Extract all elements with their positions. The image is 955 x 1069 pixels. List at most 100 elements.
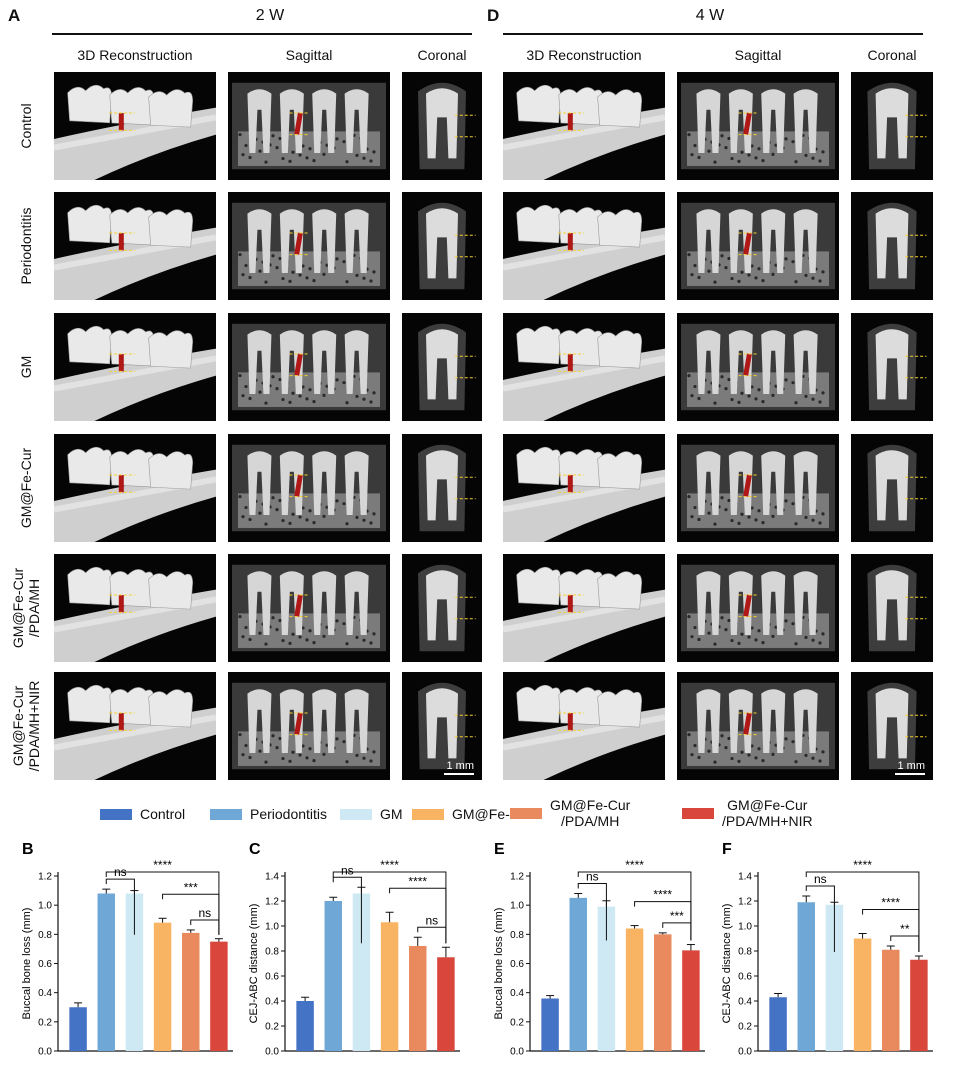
bar-2 (352, 893, 371, 1051)
chart-F: F CEJ-ABC distance (mm) 0.0 0.2 0.4 0.6 0.8 1.0… (721, 841, 933, 1058)
y-tick-label: 1.0 (38, 901, 52, 912)
y-tick-label: 1.4 (738, 872, 752, 883)
chart-C: C CEJ-ABC distance (mm) 0.0 0.2 0.4 0.6 0.8 1.0… (248, 841, 460, 1058)
micro-ct-image-cor-r2-c2 (402, 313, 482, 421)
row-label-line: GM@Fe-Cur (18, 447, 34, 529)
legend-item-1: Periodontitis (210, 806, 327, 822)
micro-ct-image-3d-r2-c3 (503, 313, 665, 421)
significance-label: *** (670, 909, 684, 923)
scale-bar-label: 1 mm (897, 760, 926, 772)
y-tick-label: 0.2 (510, 1017, 524, 1028)
legend-label: GM@Fe-Cur/PDA/MH (550, 797, 630, 829)
scale-bar (895, 773, 925, 775)
y-tick-label: 0.8 (38, 930, 52, 941)
micro-ct-image-3d-r5-c3 (503, 672, 665, 780)
y-tick-label: 0.2 (738, 1022, 752, 1033)
significance-label: **** (853, 858, 872, 872)
y-tick-label: 1.2 (510, 872, 524, 883)
micro-ct-image-cor-r0-c5 (851, 72, 933, 180)
micro-ct-image-3d-r2-c0 (54, 313, 216, 421)
legend-swatch (682, 807, 714, 819)
micro-ct-image-sag-r3-c1 (228, 434, 390, 542)
significance-label: **** (881, 896, 900, 910)
row-label-2: GM (18, 308, 34, 426)
panel-letter-d: D (487, 6, 500, 25)
y-tick-label: 0.0 (510, 1047, 524, 1058)
legend-swatch (510, 807, 542, 819)
y-tick-label: 0.6 (510, 959, 524, 970)
micro-ct-image-cor-r5-c5: 1 mm (851, 672, 933, 780)
row-label-line: GM@Fe-Cur (10, 567, 26, 649)
scale-bar-label: 1 mm (446, 760, 475, 772)
legend-item-2: GM (340, 806, 403, 822)
bar-2 (597, 906, 616, 1051)
y-tick-label: 0.0 (38, 1047, 52, 1058)
bar-5 (437, 957, 455, 1051)
y-tick-label: 0.8 (265, 947, 279, 958)
panel-letter: F (722, 841, 732, 858)
legend-label: Control (140, 806, 185, 822)
legend-item-4: GM@Fe-Cur/PDA/MH (510, 797, 630, 829)
significance-bracket (389, 887, 447, 944)
significance-label: **** (380, 858, 399, 872)
significance-bracket (190, 919, 220, 935)
y-tick-label: 0.4 (265, 997, 279, 1008)
micro-ct-image-3d-r1-c0 (54, 192, 216, 300)
micro-ct-image-sag-r0-c1 (228, 72, 390, 180)
significance-label: **** (153, 858, 172, 872)
micro-ct-image-sag-r5-c4 (677, 672, 839, 780)
bar-0 (541, 998, 559, 1051)
micro-ct-image-cor-r3-c2 (402, 434, 482, 542)
significance-bracket (890, 935, 920, 952)
bar-3 (380, 922, 399, 1051)
row-label-line: Periodontitis (18, 207, 34, 285)
significance-bracket (332, 876, 362, 944)
micro-ct-image-3d-r4-c0 (54, 554, 216, 662)
significance-label: ns (425, 913, 438, 927)
legend-label-line: GM@Fe-Cur (727, 797, 808, 813)
bar-5 (682, 950, 700, 1051)
y-tick-label: 0.8 (738, 947, 752, 958)
scale-bar (444, 773, 474, 775)
bar-2 (125, 893, 144, 1051)
micro-ct-image-sag-r4-c4 (677, 554, 839, 662)
significance-label: **** (653, 888, 672, 902)
bar-3 (625, 928, 644, 1051)
legend-label-line: Control (140, 806, 186, 822)
bar-3 (853, 938, 872, 1051)
y-tick-label: 0.6 (265, 972, 279, 983)
significance-bracket (805, 885, 835, 952)
legend-label-line: /PDA/MH (560, 813, 620, 829)
bar-1 (97, 893, 115, 1051)
row-label-line: /PDA/MH+NIR (26, 680, 42, 772)
significance-label: ns (198, 906, 211, 920)
legend-item-5: GM@Fe-Cur/PDA/MH+NIR (682, 797, 813, 829)
col-label-sagittal-2w: Sagittal (285, 47, 333, 63)
bar-4 (654, 934, 672, 1051)
row-label-line: GM (18, 355, 34, 379)
significance-bracket (105, 878, 135, 935)
row-label-3: GM@Fe-Cur (18, 429, 34, 547)
y-tick-label: 0.4 (38, 988, 52, 999)
micro-ct-image-sag-r0-c4 (677, 72, 839, 180)
significance-label: *** (184, 880, 198, 894)
row-label-4: GM@Fe-Cur/PDA/MH (10, 549, 42, 667)
y-tick-label: 0.8 (510, 930, 524, 941)
row-label-line: GM@Fe-Cur (10, 685, 26, 767)
legend-swatch (210, 808, 242, 820)
y-tick-label: 1.4 (265, 872, 279, 883)
micro-ct-image-sag-r4-c1 (228, 554, 390, 662)
bar-0 (769, 997, 787, 1051)
micro-ct-image-cor-r3-c5 (851, 434, 933, 542)
panel-letter: B (22, 841, 34, 858)
significance-label: ns (341, 863, 354, 877)
legend-item-0: Control (100, 806, 185, 822)
col-label-sagittal-4w: Sagittal (734, 47, 782, 63)
micro-ct-image-3d-r3-c0 (54, 434, 216, 542)
y-tick-label: 1.0 (510, 901, 524, 912)
legend-label-line: /PDA/MH+NIR (722, 813, 813, 829)
bar-1 (569, 897, 587, 1051)
legend-label-line: Periodontitis (250, 806, 328, 822)
significance-bracket (417, 926, 447, 944)
chart-B: B Buccal bone loss (mm) 0.0 0.2 0.4 0.6 0.8 1.0… (21, 841, 233, 1058)
